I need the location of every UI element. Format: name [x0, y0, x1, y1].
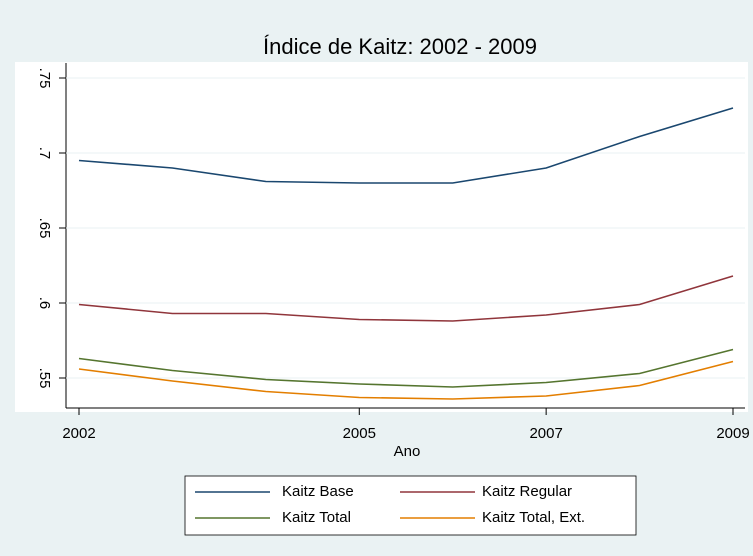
legend-label: Kaitz Regular	[482, 483, 572, 500]
chart-title: Índice de Kaitz: 2002 - 2009	[263, 34, 537, 59]
x-axis-label: Ano	[394, 443, 421, 460]
x-tick-label: 2002	[62, 425, 95, 442]
y-tick-label: .7	[36, 147, 53, 160]
series-line	[78, 348, 734, 388]
legend-label: Kaitz Base	[282, 483, 354, 500]
legend	[184, 475, 637, 536]
series-line	[78, 107, 734, 184]
y-tick-label: .75	[36, 68, 53, 89]
plot-region	[15, 62, 748, 412]
x-tick-label: 2005	[343, 425, 376, 442]
x-tick-label: 2009	[716, 425, 749, 442]
legend-label: Kaitz Total	[282, 509, 351, 526]
legend-label: Kaitz Total, Ext.	[482, 509, 585, 526]
x-tick-label: 2007	[529, 425, 562, 442]
y-tick-label: .6	[36, 297, 53, 310]
y-tick-label: .65	[36, 218, 53, 239]
y-tick-label: .55	[36, 368, 53, 389]
series-line	[78, 275, 734, 322]
series-line	[78, 360, 734, 400]
